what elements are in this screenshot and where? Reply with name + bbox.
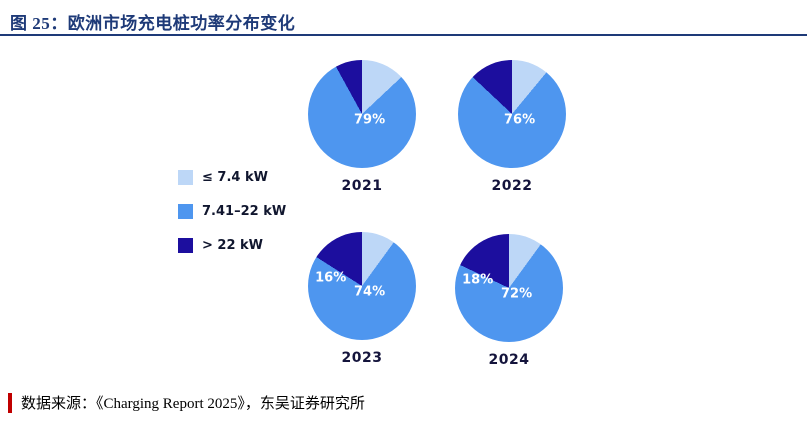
legend-label: 7.41–22 kW	[202, 204, 287, 219]
pie-chart-2024: 72% 18% 2024	[453, 234, 565, 368]
pie-2024: 72% 18%	[455, 234, 563, 342]
legend-swatch	[178, 204, 193, 219]
legend-swatch	[178, 170, 193, 185]
pie-chart-2022: 76% 2022	[456, 60, 568, 194]
figure-title: 图 25：欧洲市场充电桩功率分布变化	[10, 14, 296, 33]
source-accent-bar	[8, 392, 12, 413]
legend-label: > 22 kW	[202, 238, 264, 253]
pie-2021: 79%	[308, 60, 416, 168]
pie-value-label: 76%	[503, 112, 536, 128]
legend-swatch	[178, 238, 193, 253]
source-text: 数据来源：《Charging Report 2025》，东吴证券研究所	[21, 396, 365, 412]
pie-value-label: 16%	[315, 270, 347, 286]
year-label: 2023	[341, 350, 383, 366]
year-label: 2024	[488, 352, 530, 368]
pie-chart-2023: 74% 16% 2023	[306, 232, 418, 366]
pie-value-label: 79%	[353, 112, 386, 128]
year-label: 2021	[341, 178, 383, 194]
legend-item: > 22 kW	[178, 238, 286, 253]
legend: ≤ 7.4 kW 7.41–22 kW > 22 kW	[178, 170, 286, 253]
legend-item: 7.41–22 kW	[178, 204, 286, 219]
pie-value-label: 72%	[500, 286, 533, 302]
pie-2022: 76%	[458, 60, 566, 168]
legend-item: ≤ 7.4 kW	[178, 170, 286, 185]
source-row: 数据来源：《Charging Report 2025》，东吴证券研究所	[8, 392, 365, 413]
pie-2023: 74% 16%	[308, 232, 416, 340]
pie-value-label: 74%	[353, 284, 386, 300]
year-label: 2022	[491, 178, 533, 194]
pie-value-label: 18%	[462, 272, 494, 288]
figure-header: 图 25：欧洲市场充电桩功率分布变化	[0, 0, 807, 36]
legend-label: ≤ 7.4 kW	[202, 170, 268, 185]
pie-chart-2021: 79% 2021	[306, 60, 418, 194]
